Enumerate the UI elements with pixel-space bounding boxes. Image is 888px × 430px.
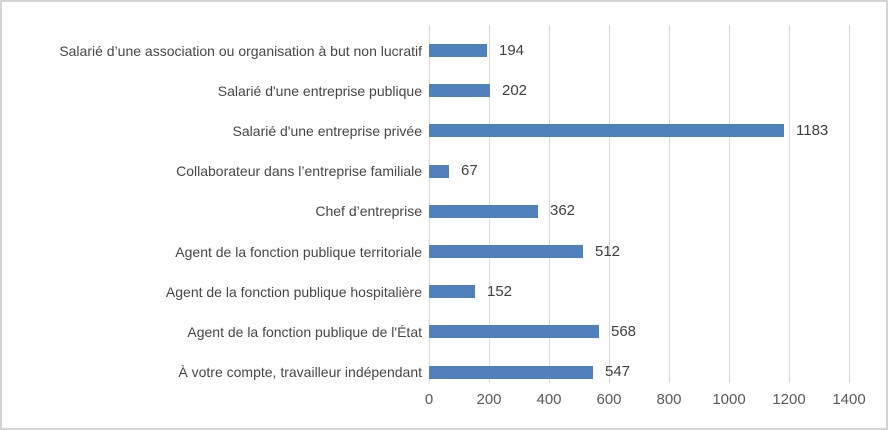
category-label: Salarié d'une entreprise publique: [217, 83, 422, 99]
category-label: Collaborateur dans l’entreprise familial…: [176, 163, 422, 179]
bar: [429, 124, 784, 137]
value-label: 547: [605, 363, 631, 380]
bar: [429, 285, 475, 298]
category-label: Agent de la fonction publique de l'État: [187, 324, 422, 340]
x-axis-tick-label: 0: [424, 391, 434, 408]
category-label: Salarié d'une entreprise privée: [232, 123, 422, 139]
value-label: 568: [611, 323, 637, 340]
bar: [429, 84, 490, 97]
gridline: [849, 25, 850, 383]
bar: [429, 44, 487, 57]
x-axis-tick-label: 1400: [832, 391, 866, 408]
category-label: Agent de la fonction publique territoria…: [175, 244, 422, 260]
x-axis-tick-label: 800: [656, 391, 682, 408]
gridline: [609, 25, 610, 383]
gridline: [729, 25, 730, 383]
gridline: [549, 25, 550, 383]
x-axis-tick-label: 1000: [712, 391, 746, 408]
category-label: Chef d’entreprise: [315, 203, 422, 219]
gridline: [429, 25, 430, 383]
value-label: 362: [550, 202, 576, 219]
category-label: À votre compte, travailleur indépendant: [178, 364, 422, 380]
category-label: Agent de la fonction publique hospitaliè…: [165, 284, 422, 300]
x-axis-tick-label: 200: [476, 391, 502, 408]
category-label: Salarié d’une association ou organisatio…: [59, 43, 422, 59]
x-axis-tick-label: 1200: [772, 391, 806, 408]
gridline: [789, 25, 790, 383]
bar: [429, 366, 593, 379]
x-axis-tick-label: 400: [536, 391, 562, 408]
x-axis-tick-label: 600: [596, 391, 622, 408]
value-label: 152: [487, 283, 513, 300]
gridline: [489, 25, 490, 383]
bar: [429, 165, 449, 178]
value-label: 202: [502, 82, 528, 99]
bar: [429, 245, 583, 258]
bar: [429, 205, 538, 218]
value-label: 512: [595, 243, 621, 260]
value-label: 194: [499, 42, 525, 59]
gridline: [669, 25, 670, 383]
bar: [429, 325, 599, 338]
value-label: 67: [461, 162, 478, 179]
value-label: 1183: [796, 122, 829, 139]
